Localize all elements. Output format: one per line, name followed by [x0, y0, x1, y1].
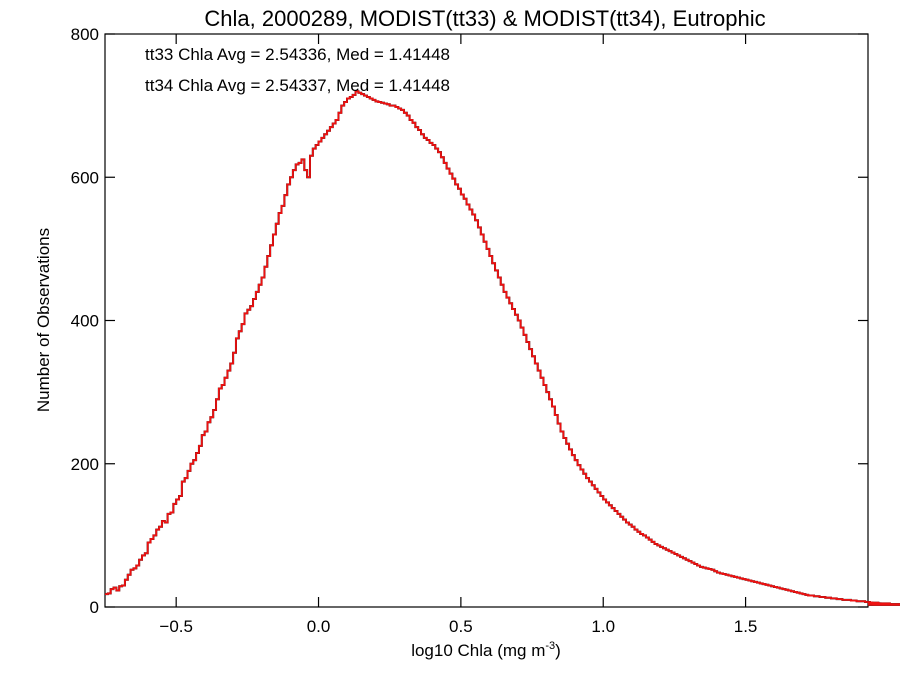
- x-tick-label: 0.0: [307, 617, 331, 636]
- series-tt34-line: [105, 90, 900, 606]
- x-axis-label: log10 Chla (mg m-3): [411, 640, 561, 660]
- annotation-tt33: tt33 Chla Avg = 2.54336, Med = 1.41448: [145, 45, 450, 64]
- x-tick-label: 1.5: [734, 617, 758, 636]
- chart-title: Chla, 2000289, MODIST(tt33) & MODIST(tt3…: [204, 6, 765, 31]
- plot-frame: [104, 33, 869, 608]
- y-tick-label: 400: [71, 312, 99, 331]
- annotation-tt34: tt34 Chla Avg = 2.54337, Med = 1.41448: [145, 76, 450, 95]
- y-tick-label: 200: [71, 455, 99, 474]
- x-axis-label-main: log10 Chla (mg m: [411, 641, 545, 660]
- x-tick-label: 0.5: [449, 617, 473, 636]
- y-tick-label: 0: [90, 598, 99, 617]
- y-axis: 0 200 400 600 800: [71, 25, 868, 617]
- x-axis: −0.5 0.0 0.5 1.0 1.5: [159, 34, 757, 636]
- x-tick-label: 1.0: [591, 617, 615, 636]
- y-tick-label: 600: [71, 168, 99, 187]
- x-axis-label-superscript: -3: [545, 640, 555, 652]
- x-tick-label: −0.5: [159, 617, 193, 636]
- series-tt33-line: [105, 90, 900, 606]
- x-axis-label-close: ): [555, 641, 561, 660]
- y-tick-label: 800: [71, 25, 99, 44]
- histogram-series: [105, 90, 900, 606]
- y-axis-label: Number of Observations: [34, 228, 53, 412]
